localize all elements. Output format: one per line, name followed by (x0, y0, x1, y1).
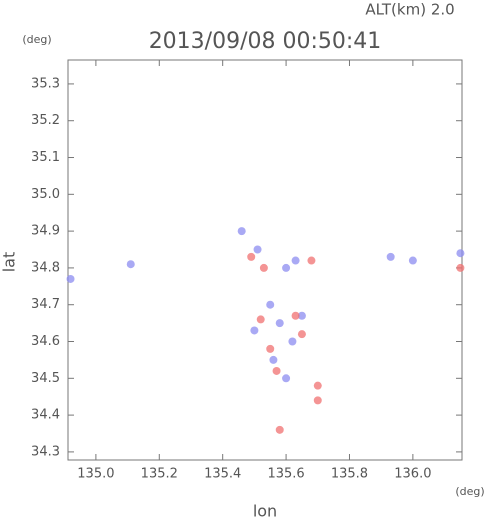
echo-point (66, 274, 75, 283)
echo-point (313, 396, 322, 405)
y-tick-label: 35.3 (31, 76, 60, 91)
plot-frame (67, 59, 463, 461)
y-tick-label: 35.1 (31, 150, 60, 165)
echo-point (307, 256, 316, 265)
echo-point (259, 263, 268, 272)
x-unit: (deg) (455, 485, 484, 498)
echo-point (237, 227, 246, 236)
echo-point (288, 337, 297, 346)
echo-point (272, 366, 281, 375)
y-unit: (deg) (22, 33, 51, 46)
y-label: lat (0, 252, 19, 273)
echo-point (126, 260, 135, 269)
echo-point (253, 245, 262, 254)
echo-point (266, 300, 275, 309)
echo-point (313, 381, 322, 390)
y-tick-label: 35.0 (31, 187, 60, 202)
echo-point (269, 355, 278, 364)
x-tick-label: 135.2 (141, 467, 178, 482)
y-tick-label: 34.7 (31, 297, 60, 312)
x-tick-label: 135.0 (77, 467, 114, 482)
echo-point (256, 315, 265, 324)
y-tick-label: 34.6 (31, 334, 60, 349)
x-tick-label: 135.8 (331, 467, 368, 482)
subtitle: ALT(km) 2.0 (365, 1, 454, 19)
y-tick-label: 34.8 (31, 260, 60, 275)
echo-point (282, 263, 291, 272)
echo-point (456, 249, 465, 258)
echo-point (247, 252, 256, 261)
echo-point (250, 326, 259, 335)
echo-point (266, 344, 275, 353)
y-tick-label: 34.5 (31, 371, 60, 386)
y-tick-label: 34.4 (31, 408, 60, 423)
echo-point (275, 425, 284, 434)
echo-point (297, 311, 306, 320)
x-tick-label: 136.0 (394, 467, 431, 482)
chart-title: 2013/09/08 00:50:41 (149, 29, 382, 54)
echo-point (297, 330, 306, 339)
echo-point (291, 311, 300, 320)
echo-point (282, 374, 291, 383)
x-tick-label: 135.4 (204, 467, 241, 482)
x-label: lon (253, 502, 277, 521)
echo-point (408, 256, 417, 265)
y-tick-label: 34.9 (31, 224, 60, 239)
echo-point (456, 263, 465, 272)
echo-point (386, 252, 395, 261)
echo-point (275, 319, 284, 328)
y-tick-label: 34.3 (31, 444, 60, 459)
y-tick-label: 35.2 (31, 113, 60, 128)
echo-point (291, 256, 300, 265)
x-tick-label: 135.6 (267, 467, 304, 482)
